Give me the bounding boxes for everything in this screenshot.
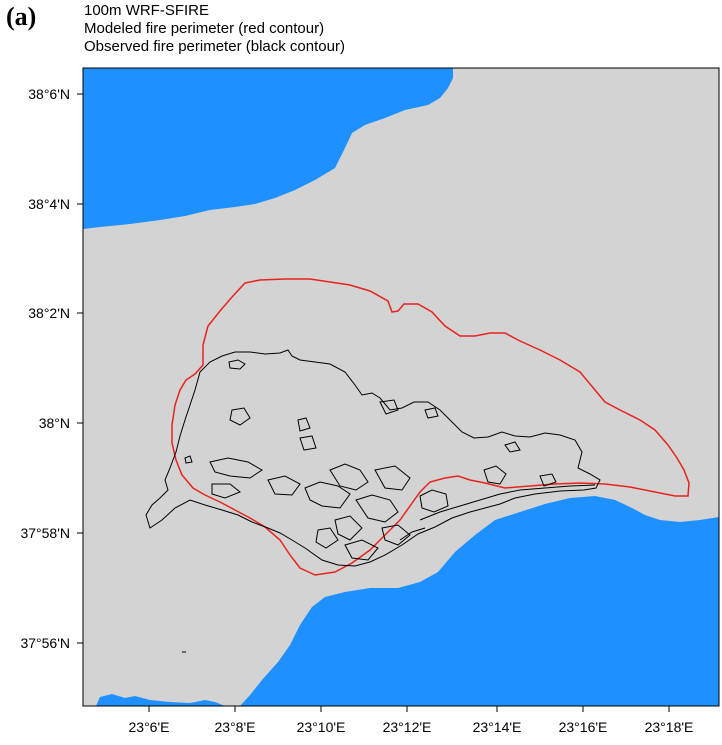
lat-tick-label: 37°58'N <box>20 525 70 541</box>
title-line-observed: Observed fire perimeter (black contour) <box>84 38 345 55</box>
lon-tick-label: 23°14'E <box>473 719 522 735</box>
panel-label: (a) <box>6 2 37 31</box>
lon-tick-label: 23°12'E <box>383 719 432 735</box>
observed-coastal-fragments <box>399 484 596 541</box>
lon-tick-label: 23°6'E <box>129 719 170 735</box>
lon-tick-label: 23°18'E <box>645 719 694 735</box>
lat-tick-label: 38°6'N <box>28 86 70 102</box>
sea-patch-southwest <box>96 694 225 706</box>
observed-fire-perimeter <box>145 349 601 567</box>
sea-area-north <box>83 68 453 229</box>
lat-tick-label: 38°2'N <box>28 305 70 321</box>
sea-area-south <box>240 496 719 706</box>
lon-tick-label: 23°8'E <box>215 719 256 735</box>
plot-frame <box>82 67 720 707</box>
lat-tick-label: 37°56'N <box>20 635 70 651</box>
lat-tick-label: 38°4'N <box>28 196 70 212</box>
tick-marks <box>77 93 670 712</box>
lon-tick-label: 23°16'E <box>559 719 608 735</box>
modeled-fire-perimeter <box>171 278 690 576</box>
map-title-block: 100m WRF-SFIRE Modeled fire perimeter (r… <box>84 2 345 56</box>
observed-unburned-islands <box>184 359 557 561</box>
title-line-model: 100m WRF-SFIRE <box>84 2 210 19</box>
lat-tick-label: 38°N <box>39 415 70 431</box>
lon-tick-label: 23°10'E <box>297 719 346 735</box>
title-line-modeled: Modeled fire perimeter (red contour) <box>84 20 325 37</box>
